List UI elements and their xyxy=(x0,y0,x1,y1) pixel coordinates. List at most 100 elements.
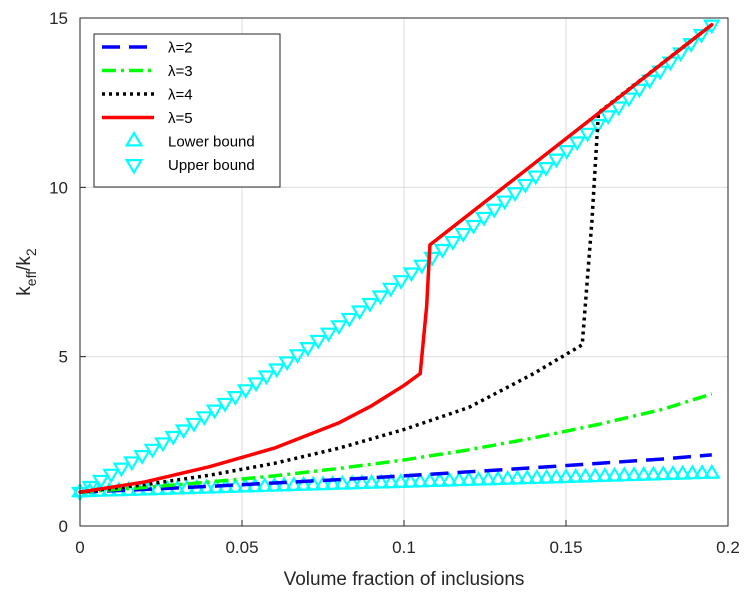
lower-bound-marker xyxy=(450,471,468,487)
upper-bound-marker xyxy=(133,450,151,465)
upper-bound-marker xyxy=(195,411,214,427)
axis-ticks: 0 0.05 0.1 0.15 0.2 0 5 10 15 xyxy=(49,9,740,557)
upper-bound-marker xyxy=(537,162,555,177)
lower-bound-marker xyxy=(304,475,323,491)
legend-swatch xyxy=(124,130,144,147)
lower-bound-marker xyxy=(323,475,342,490)
y-axis-title-mid: /k xyxy=(14,256,35,271)
legend-label: λ=4 xyxy=(168,87,193,104)
lower-bound-marker xyxy=(275,476,293,492)
upper-bound-marker xyxy=(547,153,566,169)
lower-bound-marker xyxy=(314,475,332,491)
upper-bound-marker xyxy=(578,127,597,143)
lower-bound-marker xyxy=(119,481,138,496)
lower-bound-marker xyxy=(625,466,643,482)
legend-label: λ=2 xyxy=(168,40,193,57)
upper-bound-marker xyxy=(257,370,276,386)
lower-bound-marker xyxy=(479,470,498,486)
lower-bound-marker xyxy=(489,470,507,486)
legend: λ=2 λ=3 λ=4 λ=5 Lower bound Upper bound xyxy=(93,33,281,188)
upper-bound-marker xyxy=(475,211,493,227)
x-tick-label: 0 xyxy=(75,538,84,557)
upper-bound-marker xyxy=(402,267,421,283)
upper-bound-marker xyxy=(620,92,638,108)
upper-bound-marker xyxy=(278,356,296,372)
lower-bound-marker xyxy=(391,473,410,488)
lower-bound-marker xyxy=(440,471,459,487)
upper-bound-marker xyxy=(174,424,193,440)
upper-bound-marker xyxy=(526,170,545,186)
lower-bound-marker xyxy=(615,466,634,482)
y-tick-label: 15 xyxy=(49,9,68,28)
upper-bound-marker xyxy=(630,83,649,99)
legend-swatch xyxy=(124,159,144,175)
upper-bound-marker xyxy=(568,136,586,152)
y-axis-title-sub1: eff xyxy=(23,271,39,286)
upper-bound-marker xyxy=(319,327,338,343)
upper-bound-marker xyxy=(589,119,607,134)
upper-bound-marker xyxy=(516,178,535,194)
lower-bound-marker xyxy=(421,472,439,488)
upper-bound-marker xyxy=(164,430,183,446)
lower-bound-marker xyxy=(411,472,430,488)
upper-bound-marker xyxy=(91,474,110,490)
lower-bound-marker xyxy=(683,464,702,480)
lower-bound-marker xyxy=(566,467,585,483)
lower-bound-marker xyxy=(605,466,624,482)
upper-bound-marker xyxy=(599,110,618,126)
upper-bound-marker xyxy=(454,227,473,243)
x-tick-label: 0.15 xyxy=(549,538,582,557)
legend-box xyxy=(93,33,281,188)
upper-bound-marker xyxy=(154,437,172,453)
upper-bound-marker xyxy=(299,342,317,357)
upper-bound-marker xyxy=(495,195,514,211)
lower-bound-marker xyxy=(586,467,604,483)
upper-bound-marker xyxy=(464,219,483,235)
legend-label: Upper bound xyxy=(168,157,255,174)
upper-bound-marker xyxy=(433,243,452,259)
upper-bound-marker xyxy=(392,275,410,290)
y-axis-title: keff/k2 xyxy=(14,248,39,296)
lower-bound-marker xyxy=(294,475,313,491)
lower-bound-marker xyxy=(576,467,595,483)
upper-bound-marker xyxy=(247,377,265,393)
lower-bound-marker xyxy=(353,474,371,490)
lower-bound-marker xyxy=(693,464,711,480)
lower-bound-marker xyxy=(333,474,352,490)
upper-bound-marker xyxy=(236,384,255,400)
upper-bound-marker xyxy=(506,187,524,203)
upper-bound-marker xyxy=(557,144,576,160)
lower-bound-marker xyxy=(537,468,556,484)
upper-bound-marker xyxy=(288,349,307,365)
upper-bound-marker xyxy=(640,74,659,90)
lower-bound-marker xyxy=(401,472,420,488)
upper-bound-marker xyxy=(444,235,462,251)
y-axis-title-sub2: 2 xyxy=(23,248,39,256)
legend-label: λ=3 xyxy=(168,63,193,80)
y-tick-label: 5 xyxy=(59,348,68,367)
upper-bound-marker xyxy=(361,297,379,313)
upper-bound-marker xyxy=(102,468,120,484)
y-tick-label: 10 xyxy=(49,178,68,197)
upper-bound-marker xyxy=(412,259,431,275)
y-tick-label: 0 xyxy=(59,517,68,536)
upper-bound-marker xyxy=(350,305,369,321)
lower-bound-marker xyxy=(644,465,663,481)
lower-bound-marker xyxy=(634,465,653,481)
lower-bound-marker xyxy=(362,473,381,489)
series-line-4 xyxy=(79,23,713,494)
legend-label: λ=5 xyxy=(168,110,193,127)
upper-bound-marker xyxy=(267,363,286,379)
series-line-5 xyxy=(78,23,714,494)
x-tick-label: 0.05 xyxy=(225,538,258,557)
upper-bound-marker xyxy=(81,480,100,496)
series-line-3 xyxy=(79,392,713,494)
upper-bound-marker xyxy=(226,391,245,406)
upper-bound-marker xyxy=(381,282,400,298)
upper-bound-marker xyxy=(185,417,203,433)
upper-bound-marker xyxy=(143,443,162,459)
lower-bound-marker xyxy=(430,471,449,487)
lower-bound-marker xyxy=(382,473,400,489)
lower-bound-marker xyxy=(508,469,527,485)
